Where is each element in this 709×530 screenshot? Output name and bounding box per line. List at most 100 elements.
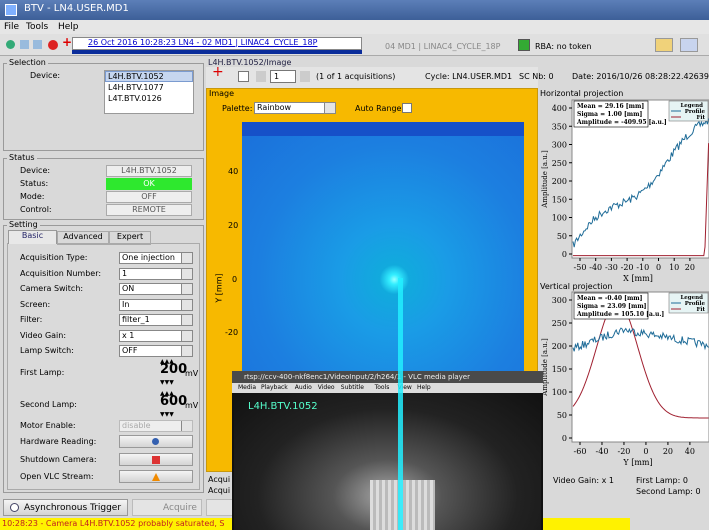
palette-dropdown[interactable]: Rainbow xyxy=(254,102,336,114)
next-button[interactable] xyxy=(300,71,310,82)
sc-info: SC Nb: 0 xyxy=(519,72,554,81)
index-spinner[interactable] xyxy=(270,70,296,83)
legend-entry: Legend xyxy=(680,103,703,109)
device-item[interactable]: L4H.BTV.1077 xyxy=(108,83,164,92)
menu-item[interactable]: Media xyxy=(238,384,257,391)
menu-item[interactable]: Audio xyxy=(294,384,312,391)
label: Mode: xyxy=(20,192,45,201)
menu-item[interactable]: Subtitle xyxy=(340,384,364,391)
selected-row xyxy=(105,71,193,82)
value: REMOTE xyxy=(106,204,192,216)
tool-icon[interactable] xyxy=(20,40,29,49)
menu-item[interactable]: File xyxy=(4,22,20,32)
add-icon[interactable]: + xyxy=(62,35,73,49)
stats: Mean = -0.40 [mm] xyxy=(577,295,643,302)
spin-down[interactable]: ▼▼▼ xyxy=(160,411,174,418)
readout: Video Gain: x 1 xyxy=(553,476,614,485)
acquire-button[interactable] xyxy=(132,499,202,516)
menu-item[interactable]: Help xyxy=(417,384,431,391)
shutdown-button[interactable] xyxy=(119,453,193,466)
trigger-button[interactable] xyxy=(3,499,128,516)
tool-icon[interactable] xyxy=(6,40,15,49)
add-icon[interactable]: + xyxy=(212,64,224,80)
dropdown[interactable]: x 1 xyxy=(119,329,193,342)
prev-button[interactable] xyxy=(256,71,266,82)
stats: Sigma = 1.00 [mm] xyxy=(577,111,642,118)
label: Second Lamp: xyxy=(20,400,77,409)
stats: Mean = 29.16 [mm] xyxy=(577,103,644,110)
label: Motor Enable: xyxy=(20,421,76,430)
unit: mV xyxy=(185,369,199,378)
rba-icon[interactable] xyxy=(518,39,530,51)
dropdown[interactable]: filter_1 xyxy=(119,314,193,326)
checkbox[interactable] xyxy=(402,103,412,113)
stats: Sigma = 23.09 [mm] xyxy=(577,303,647,310)
tool-icon[interactable] xyxy=(238,71,249,82)
stats: Amplitude = 105.10 [a.u.] xyxy=(576,311,664,318)
tool-icon[interactable] xyxy=(33,40,42,49)
stop-icon[interactable] xyxy=(48,40,58,50)
menu-item[interactable]: Video xyxy=(317,384,335,391)
device-item[interactable]: L4T.BTV.0126 xyxy=(108,94,162,103)
menu-item[interactable]: Tools xyxy=(374,384,390,391)
label: Status: xyxy=(20,179,49,188)
dropdown[interactable]: OFF xyxy=(119,345,193,357)
dropdown[interactable]: One injection xyxy=(119,252,193,264)
menu-item[interactable]: Help xyxy=(58,22,79,32)
y-axis-label: Amplitude [a.u.] xyxy=(541,338,549,397)
settings-button[interactable] xyxy=(680,38,698,52)
y-tick-label: 50 xyxy=(557,232,567,241)
vlc-button[interactable] xyxy=(119,470,193,483)
stats: Amplitude = -409.95 [a.u.] xyxy=(576,119,667,126)
tab[interactable]: Expert xyxy=(109,231,151,245)
legend-entry: Fit xyxy=(696,307,705,313)
y-tick-label: 0 xyxy=(562,434,567,443)
folder-button[interactable] xyxy=(655,38,673,52)
spin-down[interactable]: ▼▼▼ xyxy=(160,379,174,386)
y-tick-label: 0 xyxy=(562,250,567,259)
x-tick-label: 10 xyxy=(669,263,679,272)
status-message: 10:28:23 - Camera L4H.BTV.1052 probably … xyxy=(2,519,225,528)
dropdown[interactable]: ON xyxy=(119,283,193,295)
spin-up[interactable]: ▲▲▲ xyxy=(160,390,174,397)
tab[interactable]: Basic xyxy=(8,230,57,244)
dropdown: disable xyxy=(119,420,193,432)
value: L4H.BTV.1052 xyxy=(106,165,192,177)
spin-up[interactable]: ▲▲▲ xyxy=(160,358,174,365)
label: Screen: xyxy=(20,299,51,309)
y-tick-label: 100 xyxy=(552,214,567,223)
x-tick-label: -50 xyxy=(574,263,587,272)
label: Hardware Reading: xyxy=(20,437,97,446)
cycle-selector[interactable] xyxy=(72,37,362,50)
menu-item[interactable]: View xyxy=(397,384,412,391)
menu-bar xyxy=(0,20,709,34)
icon xyxy=(10,503,19,512)
cycle-text: 04 MD1 | LINAC4_CYCLE_18P xyxy=(385,42,501,51)
menu-item[interactable]: Playback xyxy=(261,384,288,391)
button-label: Asynchronous Trigger xyxy=(24,503,122,513)
y-tick-label: 250 xyxy=(552,159,567,168)
app-icon xyxy=(5,4,17,16)
label: Control: xyxy=(20,205,52,214)
dropdown[interactable]: 1 xyxy=(119,267,193,280)
cycle-bar xyxy=(72,50,362,54)
label: Palette: xyxy=(222,104,253,113)
rba-status[interactable]: RBA: no token xyxy=(535,42,592,51)
y-tick-label: 50 xyxy=(557,411,567,420)
panel-title: Horizontal projection xyxy=(540,89,624,98)
label: Lamp Switch: xyxy=(20,346,74,355)
window-title: BTV - LN4.USER.MD1 xyxy=(24,3,129,14)
hardware-read-button[interactable] xyxy=(119,435,193,448)
legend-entry: Fit xyxy=(696,115,705,121)
vlc-overlay-text: L4H.BTV.1052 xyxy=(248,401,318,412)
label: Camera Switch: xyxy=(20,284,84,293)
tab[interactable]: Advanced xyxy=(57,231,109,245)
status-panel: Status xyxy=(3,153,204,220)
dropdown[interactable]: In xyxy=(119,298,193,311)
acq-index: 1 xyxy=(274,72,280,81)
label: Acqui xyxy=(208,486,231,495)
menu-item[interactable]: Tools xyxy=(26,22,49,32)
device-item[interactable]: L4H.BTV.1052 xyxy=(108,72,164,81)
label: Device: xyxy=(20,166,51,175)
